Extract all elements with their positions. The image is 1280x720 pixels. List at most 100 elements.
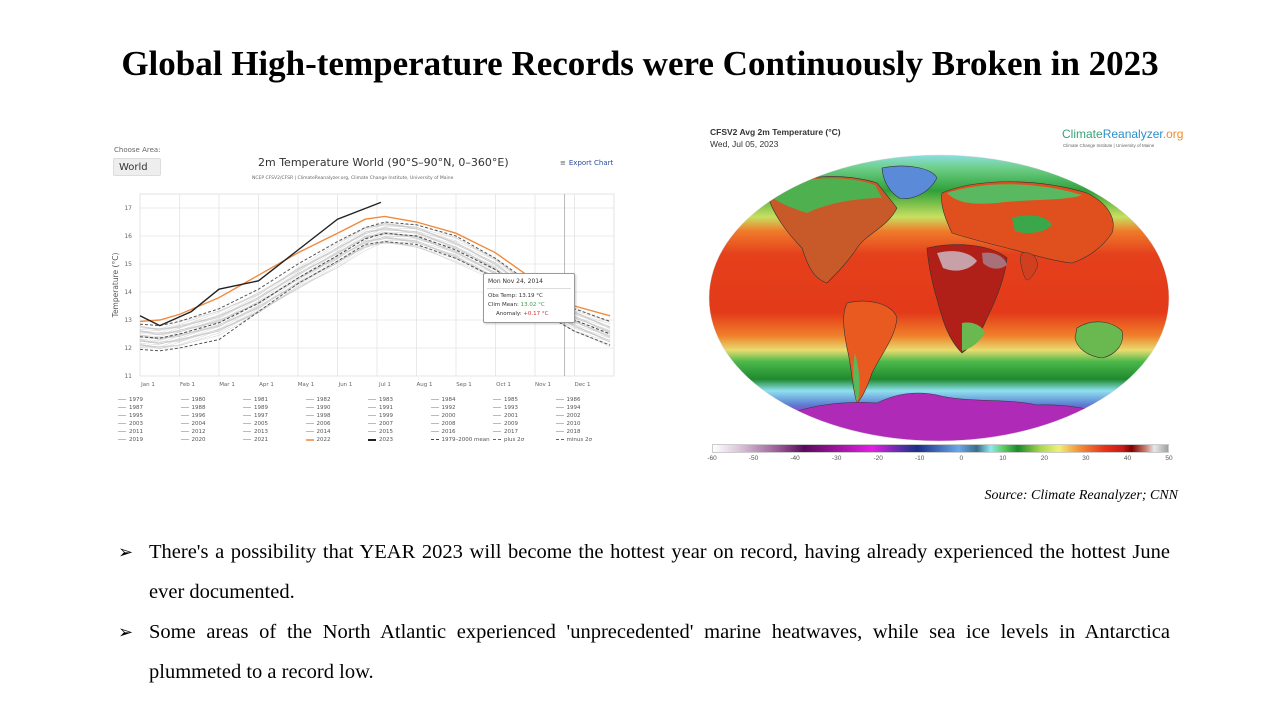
- legend-label: 1993: [504, 404, 518, 411]
- legend-item[interactable]: 1994: [555, 404, 619, 412]
- tibet-shape: [1012, 215, 1052, 233]
- legend-item[interactable]: 1980: [180, 396, 244, 404]
- legend-swatch: [555, 407, 564, 409]
- colorbar: [712, 444, 1169, 453]
- legend-item[interactable]: 2010: [555, 420, 619, 428]
- legend-swatch: [243, 399, 251, 401]
- legend-item[interactable]: 1985: [493, 396, 556, 404]
- area-select[interactable]: World: [113, 158, 161, 176]
- legend-item[interactable]: 2023: [368, 436, 431, 444]
- legend-item[interactable]: 1983: [368, 396, 431, 404]
- bullet-text: There's a possibility that YEAR 2023 wil…: [149, 541, 1170, 603]
- colorbar-tick-label: -20: [873, 455, 883, 462]
- legend-item[interactable]: 2021: [243, 436, 306, 444]
- legend-swatch: [430, 431, 439, 433]
- legend-item[interactable]: 2015: [368, 428, 431, 436]
- legend-item[interactable]: 2008: [430, 420, 494, 428]
- legend-label: 1984: [441, 396, 456, 403]
- legend-item[interactable]: 2003: [118, 420, 181, 428]
- legend-item[interactable]: 1990: [305, 404, 369, 412]
- legend-label: 1996: [191, 412, 206, 419]
- legend-label: 2019: [129, 436, 143, 443]
- logo-part-reanalyzer: Reanalyzer: [1102, 127, 1163, 141]
- legend-item[interactable]: 2022: [305, 436, 369, 444]
- x-tick-label: Oct 1: [496, 382, 511, 388]
- legend-item[interactable]: 2011: [118, 428, 181, 436]
- legend-item[interactable]: 2014: [305, 428, 369, 436]
- legend-swatch: [243, 407, 251, 409]
- map-date: Wed, Jul 05, 2023: [710, 139, 779, 149]
- legend-swatch: [118, 423, 126, 425]
- legend-item[interactable]: 2017: [493, 428, 556, 436]
- logo-subtitle: Climate Change Institute | University of…: [1063, 143, 1155, 148]
- legend-item[interactable]: 1984: [430, 396, 494, 404]
- legend-item[interactable]: 2013: [243, 428, 306, 436]
- map-outline: [708, 154, 1170, 442]
- colorbar-tick-label: 10: [999, 455, 1007, 462]
- legend-swatch: [118, 399, 126, 401]
- legend-item[interactable]: 1989: [243, 404, 306, 412]
- chart-tooltip: Mon Nov 24, 2014 Obs Temp: 13.19 °C Clim…: [483, 273, 575, 323]
- bullet-item: ➢ Some areas of the North Atlantic experi…: [118, 612, 1170, 692]
- world-temperature-map: [708, 154, 1170, 442]
- legend-item[interactable]: 2000: [430, 412, 494, 420]
- colorbar-tick-label: -50: [748, 455, 759, 462]
- y-tick-label: 12: [124, 345, 132, 352]
- legend-item[interactable]: 2002: [555, 412, 619, 420]
- bullet-text: Some areas of the North Atlantic experie…: [149, 621, 1170, 683]
- legend-item[interactable]: 1986: [555, 396, 619, 404]
- legend-item[interactable]: 2004: [180, 420, 244, 428]
- legend-item[interactable]: 2006: [305, 420, 369, 428]
- x-tick-label: Jan 1: [140, 382, 155, 388]
- legend-item[interactable]: 1997: [243, 412, 306, 420]
- legend-label: 1991: [379, 404, 393, 411]
- legend-item[interactable]: 2007: [368, 420, 431, 428]
- legend-swatch: [368, 431, 376, 433]
- legend-swatch: [555, 423, 564, 425]
- legend-item[interactable]: 2019: [118, 436, 181, 444]
- legend-item[interactable]: minus 2σ: [555, 436, 619, 444]
- legend-item[interactable]: 1979: [118, 396, 181, 404]
- bullet-item: ➢ There's a possibility that YEAR 2023 wi…: [118, 532, 1170, 612]
- legend-item[interactable]: 1998: [305, 412, 369, 420]
- legend-item[interactable]: 1995: [118, 412, 181, 420]
- legend-item[interactable]: 1993: [493, 404, 556, 412]
- legend-item[interactable]: 2016: [430, 428, 494, 436]
- colorbar-tick-label: -60: [707, 455, 717, 462]
- legend-swatch: [118, 439, 126, 441]
- export-chart-button[interactable]: ≡ Export Chart: [560, 159, 613, 167]
- bullet-list: ➢ There's a possibility that YEAR 2023 wi…: [118, 532, 1170, 692]
- legend-item[interactable]: 2018: [555, 428, 619, 436]
- legend-item[interactable]: 2012: [180, 428, 244, 436]
- legend-item[interactable]: plus 2σ: [493, 436, 556, 444]
- legend-item[interactable]: 1996: [180, 412, 244, 420]
- legend-item[interactable]: 1979–2000 mean: [430, 436, 494, 444]
- legend-item[interactable]: 1988: [180, 404, 244, 412]
- legend-item[interactable]: 1992: [430, 404, 494, 412]
- legend-label: 2021: [254, 436, 268, 443]
- legend-label: 1982: [316, 396, 331, 403]
- legend-item[interactable]: 1982: [305, 396, 369, 404]
- legend-swatch: [305, 431, 314, 433]
- y-axis-label: Temperature (°C): [111, 253, 120, 319]
- legend-item[interactable]: 1991: [368, 404, 431, 412]
- legend-swatch: [180, 439, 189, 441]
- legend-item[interactable]: 1987: [118, 404, 181, 412]
- series-line-2023: [139, 201, 382, 327]
- legend-swatch: [493, 415, 501, 417]
- colorbar-tick-label: 0: [959, 455, 964, 462]
- legend-label: 1997: [254, 412, 268, 419]
- x-tick-label: Jun 1: [338, 382, 353, 388]
- legend-swatch: [180, 415, 189, 417]
- legend-item[interactable]: 1999: [368, 412, 431, 420]
- legend-label: 2012: [191, 428, 206, 435]
- antarctica-shape: [709, 392, 1169, 441]
- legend-item[interactable]: 2020: [180, 436, 244, 444]
- legend-item[interactable]: 2009: [493, 420, 556, 428]
- legend-item[interactable]: 2005: [243, 420, 306, 428]
- logo-part-org: .org: [1162, 127, 1184, 141]
- legend-label: 2002: [566, 412, 581, 419]
- legend-label: 2001: [504, 412, 518, 419]
- legend-item[interactable]: 1981: [243, 396, 306, 404]
- legend-item[interactable]: 2001: [493, 412, 556, 420]
